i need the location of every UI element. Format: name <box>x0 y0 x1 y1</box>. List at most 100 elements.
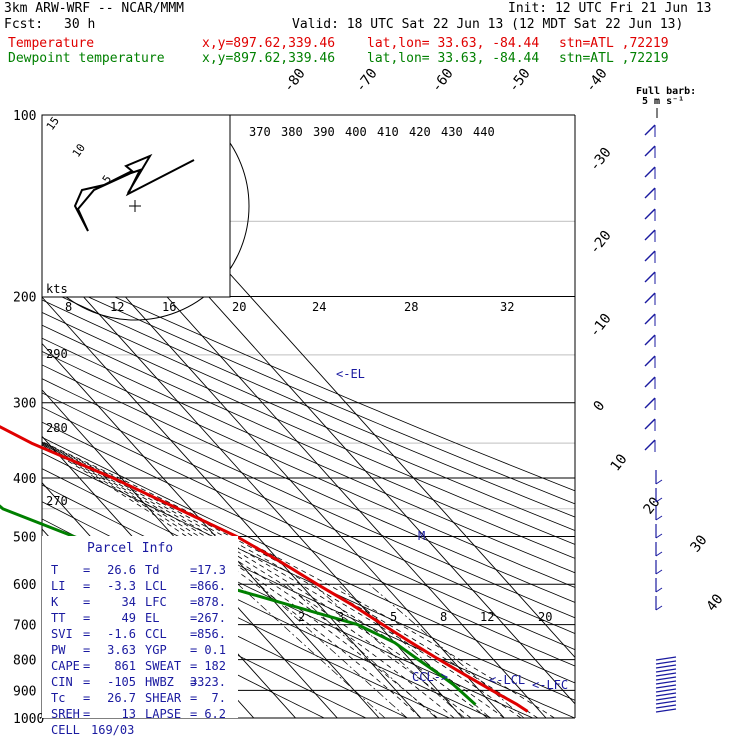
parcel-field-label: SVI <box>51 627 73 641</box>
dry-adiabat <box>42 392 575 634</box>
moist-adiabat <box>42 443 472 718</box>
parcel-field-label: HWBZ <box>145 675 174 689</box>
wind-barb-tick <box>655 605 663 611</box>
parcel-field-value: -1.6 <box>107 627 136 641</box>
mixing-ratio-label: 2 <box>298 610 305 624</box>
theta-label: 430 <box>441 125 463 139</box>
wind-barb <box>644 313 656 325</box>
mixing-ratio-line <box>237 583 386 718</box>
temperature-profile <box>0 425 529 713</box>
parcel-field-value: 3.63 <box>107 643 136 657</box>
isotherm-label: 20 <box>641 494 664 517</box>
parcel-field-value: 878. <box>197 595 226 609</box>
wind-barb <box>655 672 677 677</box>
isotherm-label: 40 <box>704 591 727 614</box>
parcel-field-label: CCL <box>145 627 167 641</box>
wind-barb <box>644 208 656 220</box>
parcel-field-value: 34 <box>122 595 136 609</box>
isotherm-label: 30 <box>688 532 711 555</box>
parcel-field-value: 0.1 <box>204 643 226 657</box>
parcel-eq: = <box>190 707 197 721</box>
parcel-field-value: 26.6 <box>107 563 136 577</box>
wind-barb <box>644 418 656 430</box>
moist-adiabat <box>42 444 438 718</box>
parcel-field-value: 861 <box>114 659 136 673</box>
theta-label: 420 <box>409 125 431 139</box>
isotherm-label: -20 <box>587 228 615 258</box>
wind-barb <box>655 708 677 713</box>
wind-barb <box>644 334 656 346</box>
parcel-field-label: TT <box>51 611 65 625</box>
speed-tick-label: 20 <box>232 300 246 314</box>
wind-barb <box>644 145 656 157</box>
wind-barb <box>655 688 677 693</box>
wind-barb-tick <box>655 587 663 593</box>
parcel-field-label: LCL <box>145 579 167 593</box>
isotherm-label: -80 <box>281 66 309 96</box>
el-marker: <-EL <box>336 367 365 381</box>
isotherm-line <box>0 115 3 718</box>
mixing-ratio-label: 5 <box>390 610 397 624</box>
parcel-field-label: LFC <box>145 595 167 609</box>
mixing-ratio-line <box>368 583 525 718</box>
hodograph-ring <box>42 115 250 321</box>
dry-adiabat <box>42 351 575 588</box>
barb-legend-value: 5 m s⁻¹ <box>642 96 684 107</box>
parcel-field-label: SHEAR <box>145 691 182 705</box>
wind-barb <box>644 229 656 241</box>
pressure-label: 700 <box>13 619 36 634</box>
wind-barb <box>644 376 656 388</box>
dry-adiabat <box>42 421 575 667</box>
wind-barb <box>655 660 677 665</box>
wind-barb <box>655 656 677 661</box>
parcel-field-label: K <box>51 595 59 609</box>
dewpoint-stn: stn=ATL ,72219 <box>559 51 669 66</box>
dry-adiabat <box>42 452 575 701</box>
isotherm-label: 0 <box>591 398 609 414</box>
parcel-eq: = <box>190 595 197 609</box>
parcel-field-label: LI <box>51 579 65 593</box>
ccl-marker: CCL-> <box>412 670 448 684</box>
theta-label: 390 <box>313 125 335 139</box>
theta-label: 410 <box>377 125 399 139</box>
dewpoint-xy: x,y=897.62,339.46 <box>202 51 336 66</box>
parcel-eq: = <box>83 579 90 593</box>
parcel-field-label: T <box>51 563 58 577</box>
dry-adiabat <box>42 263 575 492</box>
parcel-box-bg <box>42 536 238 718</box>
parcel-eq: = <box>83 659 90 673</box>
parcel-field-value: 7. <box>212 691 226 705</box>
parcel-eq: = <box>190 691 197 705</box>
wind-barb-tick <box>655 569 663 575</box>
parcel-field-label: CAPE <box>51 659 80 673</box>
pressure-label: 300 <box>13 397 36 412</box>
pressure-label: 900 <box>13 684 36 699</box>
wind-barb-tick <box>655 479 663 485</box>
dry-adiabat <box>42 312 575 545</box>
parcel-field-value: 13 <box>122 707 136 721</box>
wind-barb <box>655 684 677 689</box>
parcel-eq: = <box>83 675 90 689</box>
speed-tick-label: 8 <box>65 300 72 314</box>
temperature-legend: Temperature <box>8 36 95 51</box>
fcst-value: 30 h <box>64 17 96 32</box>
wind-barb <box>655 668 677 673</box>
wind-barb-tick <box>655 551 663 557</box>
parcel-eq: = <box>190 611 197 625</box>
pressure-label: 100 <box>13 109 36 124</box>
moist-adiabat <box>42 442 505 718</box>
parcel-eq: = <box>190 643 197 657</box>
parcel-field-label: LAPSE <box>145 707 181 721</box>
pressure-label: 1000 <box>13 712 44 727</box>
hodograph-ring-label: 15 <box>44 114 62 132</box>
isotherm-label: -10 <box>587 311 615 341</box>
temperature-stn: stn=ATL ,72219 <box>559 36 669 51</box>
dry-adiabat <box>42 324 575 559</box>
parcel-eq: = <box>83 595 90 609</box>
wind-barb-tick <box>655 515 663 521</box>
speed-tick-label: 28 <box>404 300 418 314</box>
wind-barb <box>655 680 677 685</box>
isotherm-label: -70 <box>353 66 381 96</box>
parcel-field-value: 6.2 <box>204 707 226 721</box>
dry-adiabat <box>42 406 575 651</box>
